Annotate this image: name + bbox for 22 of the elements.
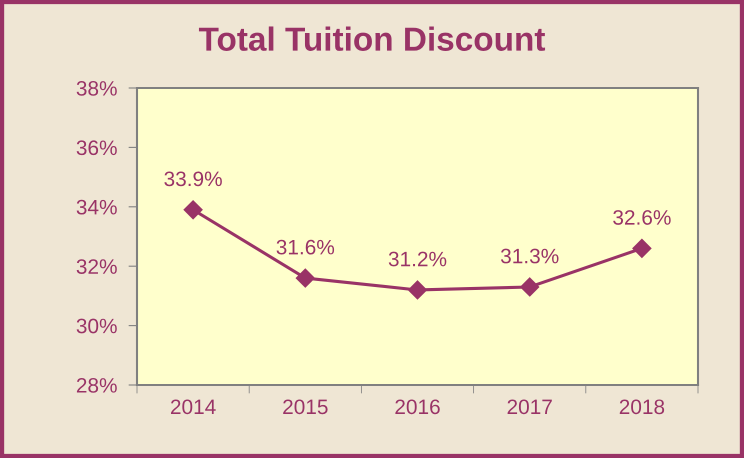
point xyxy=(632,238,652,258)
x-tick-label: 2017 xyxy=(508,399,552,414)
point xyxy=(296,268,315,288)
y-tick-label: 30% xyxy=(76,318,117,334)
y-tick-label: 38% xyxy=(76,81,117,96)
x-tick-label: 2014 xyxy=(170,399,216,414)
x-tick-label: 2015 xyxy=(283,399,328,414)
point xyxy=(184,200,203,220)
x-tick-label: 2018 xyxy=(620,399,664,414)
y-tick-label: 32% xyxy=(76,259,117,274)
y-tick-label: 34% xyxy=(76,200,117,215)
data-label: 32.6% xyxy=(613,210,671,225)
data-label: 31.3% xyxy=(500,248,558,264)
chart-title: Total Tuition Discount xyxy=(198,26,546,51)
point xyxy=(520,277,540,297)
y-tick-label: 28% xyxy=(76,378,117,393)
data-label: 33.9% xyxy=(164,171,222,186)
x-tick-label: 2016 xyxy=(395,399,440,414)
point xyxy=(408,280,428,300)
data-label: 31.2% xyxy=(388,252,446,266)
y-tick-label: 36% xyxy=(76,140,117,156)
data-label: 31.6% xyxy=(276,240,334,255)
